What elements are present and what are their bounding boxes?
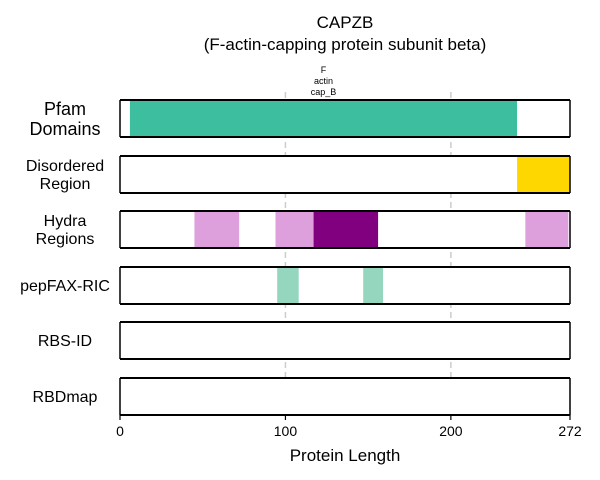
row-label: pepFAX-RIC	[20, 278, 110, 295]
track-segment	[277, 267, 299, 304]
x-tick-label: 100	[274, 423, 298, 439]
x-axis-ticks: 0 100 200 272	[116, 414, 582, 439]
track-background	[120, 322, 570, 359]
gridlines	[284, 92, 452, 415]
track-background	[120, 156, 570, 193]
row-label: Hydra	[44, 213, 87, 230]
row-label: Regions	[36, 231, 95, 248]
track-row: RBS-ID	[38, 321, 571, 360]
track-row: RBDmap	[33, 377, 571, 416]
track-background	[120, 378, 570, 415]
row-label: RBDmap	[33, 389, 98, 406]
track-segment	[363, 267, 384, 304]
x-tick-label: 272	[558, 423, 582, 439]
row-label: Pfam	[44, 99, 86, 119]
chart-title: CAPZB	[317, 13, 374, 32]
segment-annotation: actin	[314, 76, 333, 86]
track-row: pepFAX-RIC	[20, 266, 571, 305]
segment-annotation: cap_B	[311, 87, 337, 97]
row-label: Disordered	[26, 158, 104, 175]
segment-annotation: F	[321, 65, 327, 75]
chart-subtitle: (F-actin-capping protein subunit beta)	[204, 35, 487, 54]
track-background	[120, 267, 570, 304]
track-segment	[194, 211, 240, 248]
x-tick-label: 0	[116, 423, 124, 439]
track-segment	[129, 100, 518, 137]
row-label: RBS-ID	[38, 333, 92, 350]
x-tick-label: 200	[439, 423, 463, 439]
row-label: Region	[40, 176, 91, 193]
track-segment	[517, 156, 570, 193]
x-axis-label: Protein Length	[290, 446, 401, 465]
track-segment	[313, 211, 379, 248]
row-label: Domains	[29, 119, 100, 139]
track-segment	[525, 211, 569, 248]
track-segment	[275, 211, 314, 248]
